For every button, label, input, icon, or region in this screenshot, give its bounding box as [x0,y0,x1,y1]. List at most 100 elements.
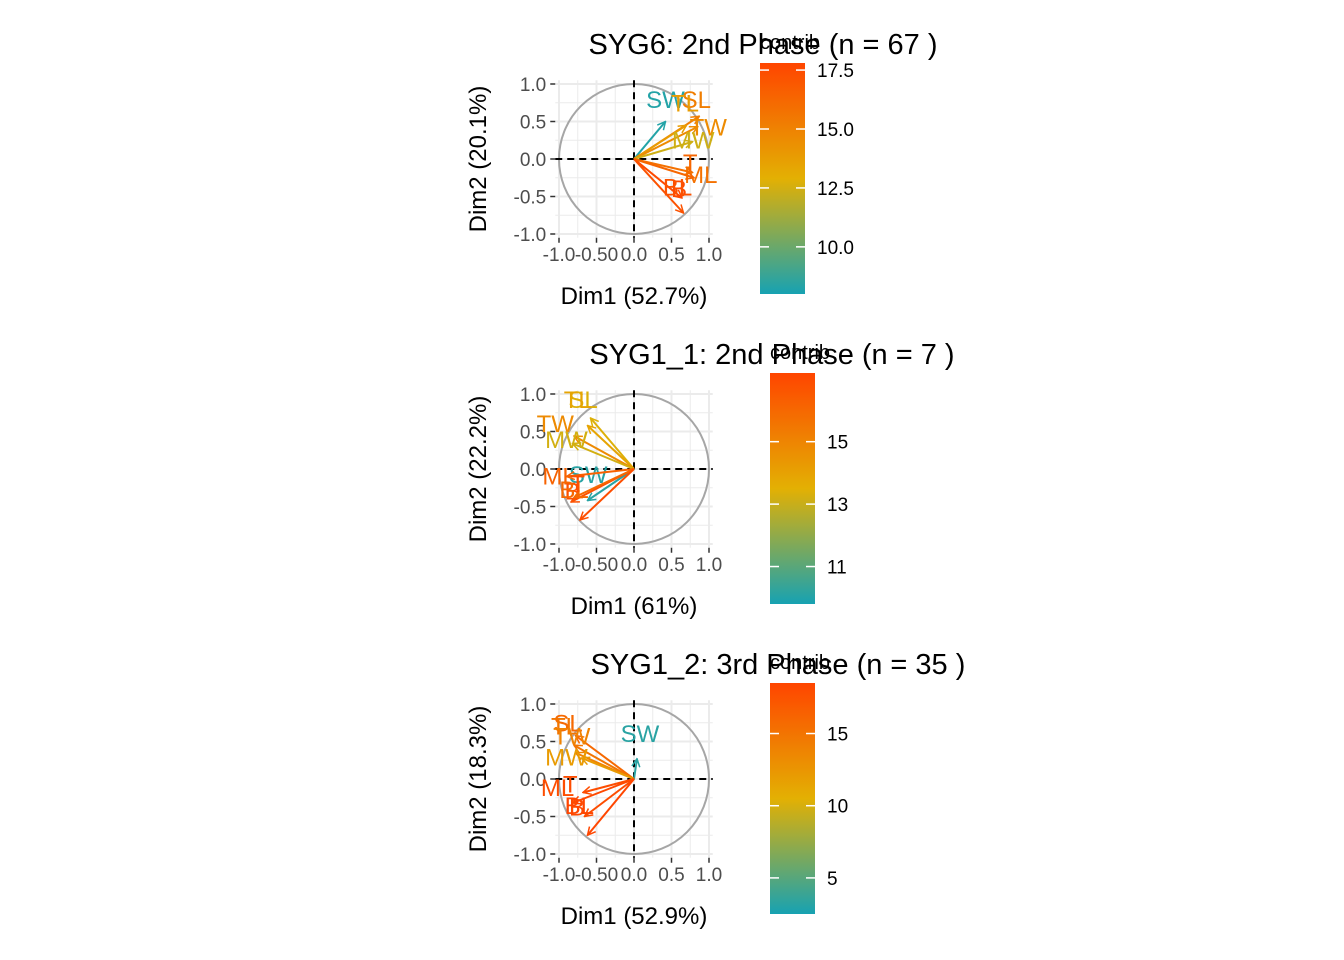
arrow-sl [591,418,635,470]
arrow-mw [573,444,635,470]
y-tick-label: 0.5 [520,113,546,134]
arrow-tl [633,125,687,160]
y-tick-label: -1.0 [514,845,547,866]
variable-label-bl: BL [565,793,594,820]
panel-3: SYG1_2: 3rd Phase (n = 35 ) -1.0 -0.50 0.0… [465,649,965,930]
x-tick-label: -1.0 [543,865,576,886]
variable-label-ml: ML [542,464,575,491]
variable-label-t: T [683,150,698,177]
arrow-tw [574,435,635,470]
arrow-tw [633,125,698,160]
y-tick-label: 0.5 [520,423,546,444]
x-tick-label: -0.50 [575,555,618,576]
arrow-mw [633,142,693,160]
legend-title: contrib [770,652,830,674]
variable-label-tl: TL [671,91,699,118]
variable-label-tl: TL [551,714,579,741]
arrow-bl [633,158,684,213]
variable-label-sl: SL [553,711,582,738]
panel-title: SYG6: 2nd Phase (n = 67 ) [588,29,937,61]
arrow-sw [633,122,666,160]
legend: contrib 15 13 11 [770,342,848,604]
y-tick-label: -0.5 [514,188,547,209]
x-tick-label: 1.0 [696,245,722,266]
variable-label-b: B [671,176,687,203]
legend-title: contrib [760,32,820,54]
legend-ticks: 15 13 11 [770,433,848,579]
legend-title: contrib [770,342,830,364]
legend-ticks: 15 10 5 [770,725,848,890]
x-axis-label: Dim1 (52.7%) [561,283,708,310]
variable-label-tw: TW [553,723,591,750]
arrow-b [633,158,682,198]
plot-area: -1.0 -0.50 0.0 0.5 1.01.00.50.0-0.5-1.0SLTLT… [514,385,723,576]
y-tick-label: 0.0 [520,460,546,481]
plot-area: -1.0 -0.50 0.0 0.5 1.01.00.50.0-0.5-1.0SWSLT… [514,695,723,886]
legend-tick-label: 17.5 [817,61,854,82]
variable-label-t: T [570,471,585,498]
legend-tick-label: 12.5 [817,179,854,200]
variable-label-t: T [563,771,578,798]
variable-label-sl: SL [568,387,597,414]
x-tick-label: 1.0 [696,865,722,886]
arrow-bl [574,468,635,498]
arrow-t [580,468,635,520]
legend-tick-label: 15 [827,433,848,454]
x-axis-label: Dim1 (61%) [571,593,698,620]
x-tick-label: 0.5 [658,555,684,576]
legend-colorbar [760,63,805,294]
plot-area: -1.0 -0.50 0.0 0.5 1.01.00.50.0-0.5-1.0SWSLT… [514,75,728,266]
y-axis-label: Dim2 (20.1%) [465,86,492,233]
panel-title: SYG1_2: 3rd Phase (n = 35 ) [591,649,966,681]
legend-colorbar [770,683,815,914]
y-axis-label: Dim2 (22.2%) [465,396,492,543]
x-axis-label: Dim1 (52.9%) [561,903,708,930]
arrow-bl [588,778,635,835]
legend-ticks: 17.5 15.0 12.5 10.0 [760,61,854,259]
legend: contrib 17.5 15.0 12.5 10.0 [760,32,854,294]
variable-label-bl: BL [663,175,692,202]
y-tick-label: 0.0 [520,150,546,171]
arrow-t [585,778,635,817]
y-tick-label: -1.0 [514,535,547,556]
x-tick-label: 0.0 [621,555,647,576]
y-tick-label: 1.0 [520,75,546,96]
panel-1: SYG6: 2nd Phase (n = 67 ) -1.0 -0.50 0.0 0.… [465,29,938,310]
y-tick-label: 0.5 [520,733,546,754]
arrow-sw [588,468,635,501]
arrow-tl [588,426,635,470]
y-tick-label: -0.5 [514,808,547,829]
x-tick-label: 0.5 [658,865,684,886]
x-tick-label: -0.50 [575,245,618,266]
x-tick-label: -1.0 [543,245,576,266]
variable-label-ml: ML [541,775,574,802]
arrow-t [633,158,694,178]
arrow-tl [574,744,635,780]
legend: contrib 15 10 5 [770,652,848,914]
x-tick-label: -1.0 [543,555,576,576]
legend-tick-label: 10.0 [817,238,854,259]
legend-tick-label: 11 [827,558,847,579]
arrow-sw [634,759,637,780]
x-tick-label: -0.50 [575,865,618,886]
y-axis-label: Dim2 (18.3%) [465,706,492,853]
variable-label-b: B [569,795,585,822]
arrow-sl [576,736,635,780]
y-tick-label: -0.5 [514,498,547,519]
legend-tick-label: 10 [827,797,848,818]
variable-label-sw: SW [621,721,660,748]
x-tick-label: 0.5 [658,245,684,266]
variable-label-tw: TW [690,115,728,142]
legend-tick-label: 15 [827,725,848,746]
panel-title: SYG1_1: 2nd Phase (n = 7 ) [589,339,954,371]
variable-label-tw: TW [537,411,575,438]
arrow-b [573,778,635,803]
y-tick-label: 0.0 [520,770,546,791]
y-tick-label: 1.0 [520,385,546,406]
arrow-mw [582,758,635,780]
variable-label-sw: SW [646,87,685,114]
variable-label-bl: BL [559,477,588,504]
x-tick-label: 0.0 [621,865,647,886]
variable-label-mw: MW [672,127,715,154]
